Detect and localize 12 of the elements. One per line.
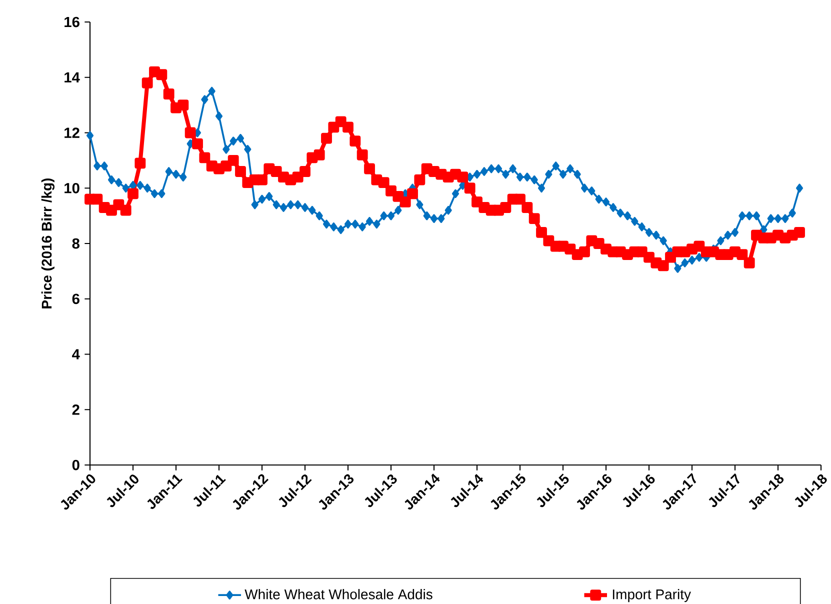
y-tick-label: 2 xyxy=(72,404,80,415)
y-tick-label: 14 xyxy=(64,72,80,82)
legend-label: Import Parity xyxy=(612,589,691,602)
legend-label: White Wheat Wholesale Addis xyxy=(244,589,432,600)
y-tick-label: 0 xyxy=(72,460,80,470)
y-tick-label: 12 xyxy=(64,128,80,138)
y-tick-label: 8 xyxy=(72,238,80,249)
y-axis-title: Price (2016 Birr /kg) xyxy=(41,178,54,308)
y-tick-label: 10 xyxy=(64,182,80,194)
y-tick-label: 6 xyxy=(72,294,80,304)
y-tick-label: 4 xyxy=(72,349,80,360)
y-tick-label: 16 xyxy=(64,16,80,28)
